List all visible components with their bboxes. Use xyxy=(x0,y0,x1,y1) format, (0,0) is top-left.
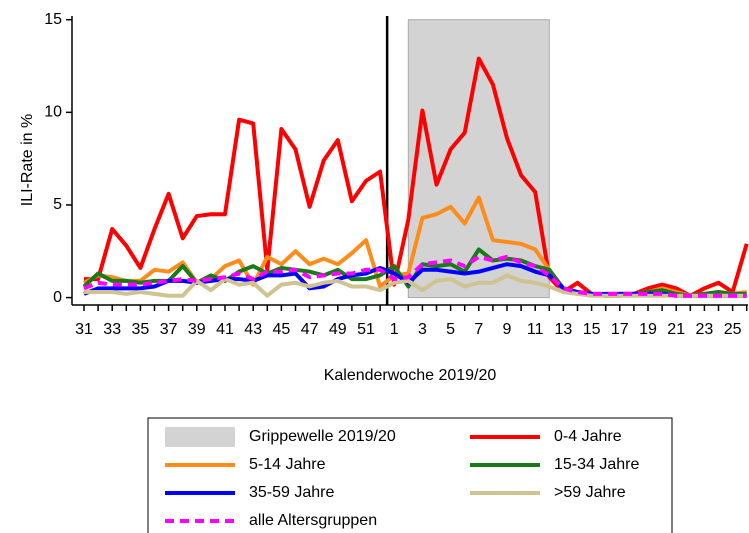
x-tick-label: 31 xyxy=(75,321,93,338)
y-tick-label: 10 xyxy=(44,104,62,121)
legend-label: alle Altersgruppen xyxy=(249,512,377,529)
y-axis-title: ILI-Rate in % xyxy=(19,114,36,206)
x-tick-label: 43 xyxy=(244,321,262,338)
x-tick-label: 13 xyxy=(555,321,573,338)
x-tick-label: 9 xyxy=(503,321,512,338)
legend-label: 5-14 Jahre xyxy=(249,456,326,473)
x-tick-label: 37 xyxy=(160,321,178,338)
legend-label: >59 Jahre xyxy=(554,484,626,501)
x-tick-label: 1 xyxy=(390,321,399,338)
y-tick-label: 15 xyxy=(44,11,62,28)
x-tick-label: 49 xyxy=(329,321,347,338)
y-tick-label: 0 xyxy=(53,289,62,306)
legend-label: Grippewelle 2019/20 xyxy=(249,428,396,445)
x-tick-label: 51 xyxy=(357,321,375,338)
x-tick-label: 21 xyxy=(667,321,685,338)
x-tick-label: 35 xyxy=(132,321,150,338)
legend-swatch xyxy=(165,427,235,447)
x-tick-label: 17 xyxy=(611,321,629,338)
x-tick-label: 19 xyxy=(639,321,657,338)
x-tick-label: 47 xyxy=(301,321,319,338)
x-tick-label: 39 xyxy=(188,321,206,338)
x-tick-label: 33 xyxy=(103,321,121,338)
x-tick-label: 45 xyxy=(273,321,291,338)
legend-label: 15-34 Jahre xyxy=(554,456,639,473)
legend-box xyxy=(147,417,673,533)
legend-label: 35-59 Jahre xyxy=(249,484,334,501)
x-tick-label: 23 xyxy=(696,321,714,338)
legend-label: 0-4 Jahre xyxy=(554,428,622,445)
series-line xyxy=(83,254,747,298)
x-tick-label: 41 xyxy=(216,321,234,338)
x-tick-label: 5 xyxy=(446,321,455,338)
x-tick-label: 25 xyxy=(724,321,742,338)
series-line xyxy=(84,273,747,298)
x-tick-label: 11 xyxy=(527,321,544,338)
x-tick-label: 15 xyxy=(583,321,601,338)
x-tick-label: 3 xyxy=(418,321,427,338)
x-tick-label: 7 xyxy=(474,321,483,338)
x-axis-title: Kalenderwoche 2019/20 xyxy=(324,367,497,384)
y-tick-label: 5 xyxy=(53,196,62,213)
